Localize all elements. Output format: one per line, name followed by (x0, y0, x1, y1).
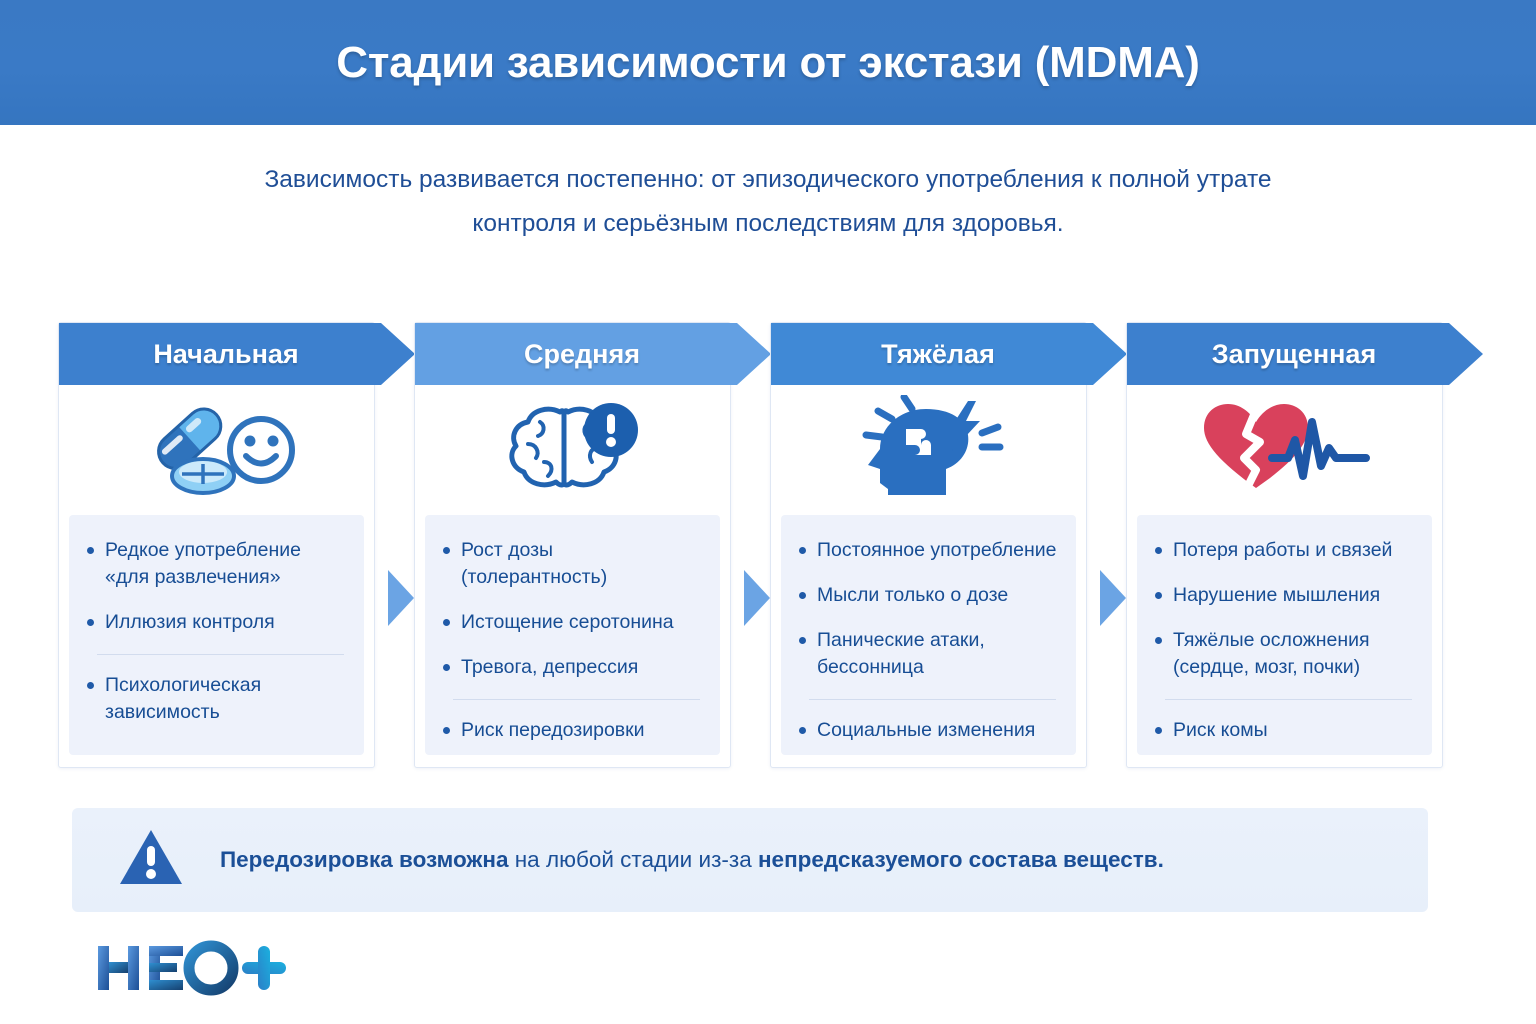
bullet-dot-icon (1155, 592, 1162, 599)
bullet-dot-icon (443, 619, 450, 626)
list-item-label: Рост дозы (толерантность) (461, 539, 608, 588)
list-divider (97, 654, 344, 655)
head-puzzle-lightning-icon (771, 385, 1086, 510)
list-item: Мысли только о дозе (797, 582, 1060, 609)
bullet-dot-icon (1155, 727, 1162, 734)
subtitle-line-1: Зависимость развивается постепенно: от э… (264, 166, 1272, 193)
list-item: Истощение серотонина (441, 609, 704, 636)
list-item-label: Риск комы (1173, 719, 1268, 741)
subtitle-line-2: контроля и серьёзным последствиям для зд… (472, 210, 1064, 237)
stage-label-2: Средняя (524, 338, 640, 369)
bullet-dot-icon (799, 727, 806, 734)
list-item-label: Редкое употребление «для развлечения» (105, 539, 301, 588)
list-item-label: Иллюзия контроля (105, 611, 275, 633)
list-item: Рост дозы (толерантность) (441, 537, 704, 591)
list-item: Редкое употребление «для развлечения» (85, 537, 348, 591)
list-item-label: Нарушение мышления (1173, 584, 1381, 606)
warning-bold-end: непредсказуемого состава веществ. (757, 847, 1164, 872)
stage-label-3: Тяжёлая (881, 338, 995, 369)
list-item-label: Постоянное употребление (817, 539, 1057, 561)
pills-smiley-icon (59, 385, 374, 510)
stage-bullets-1: Редкое употребление «для развлечения» Илл… (69, 515, 364, 755)
stage-header-3: Тяжёлая (771, 323, 1127, 385)
stage-card-4[interactable]: Запущенная Потеря работы и связей Нарушен… (1126, 322, 1483, 768)
list-divider (453, 699, 700, 700)
list-item: Панические атаки, бессонница (797, 627, 1060, 681)
bullet-dot-icon (443, 727, 450, 734)
page-title: Стадии зависимости от экстази (MDMA) (336, 37, 1200, 87)
stage-arrow-1 (388, 570, 414, 626)
bullet-dot-icon (87, 619, 94, 626)
broken-heart-ecg-icon (1127, 385, 1442, 510)
warning-middle: на любой стадии из-за (508, 847, 758, 872)
bullet-dot-icon (799, 637, 806, 644)
warning-bold-start: Передозировка возможна (220, 847, 509, 872)
stage-bullets-4: Потеря работы и связей Нарушение мышления… (1137, 515, 1432, 755)
list-item: Социальные изменения (797, 717, 1060, 744)
warning-text: Передозировка возможна на любой стадии и… (220, 847, 1164, 873)
stage-card-3[interactable]: Тяжёлая Постоянное употребление Мысли тол… (770, 322, 1127, 768)
stages-container: Начальная (58, 322, 1483, 768)
list-item-label: Панические атаки, бессонница (817, 629, 985, 678)
list-item-label: Истощение серотонина (461, 611, 674, 633)
bullet-dot-icon (443, 664, 450, 671)
stage-header-2: Средняя (415, 323, 771, 385)
list-item: Тяжёлые осложнения (сердце, мозг, почки) (1153, 627, 1416, 681)
brain-alert-icon (415, 385, 730, 510)
bullet-dot-icon (1155, 637, 1162, 644)
list-divider (1165, 699, 1412, 700)
neo-plus-logo[interactable] (92, 938, 292, 998)
bullet-dot-icon (1155, 547, 1162, 554)
list-item-label: Тяжёлые осложнения (сердце, мозг, почки) (1173, 629, 1370, 678)
list-item-label: Риск передозировки (461, 719, 645, 741)
stage-card-1[interactable]: Начальная (58, 322, 415, 768)
bullet-dot-icon (87, 682, 94, 689)
list-item-label: Потеря работы и связей (1173, 539, 1393, 561)
list-item-label: Психологическая зависимость (105, 674, 262, 723)
list-divider (809, 699, 1056, 700)
stage-header-4: Запущенная (1127, 323, 1483, 385)
title-banner: Стадии зависимости от экстази (MDMA) (0, 0, 1536, 125)
warning-triangle-icon (118, 828, 184, 893)
list-item: Нарушение мышления (1153, 582, 1416, 609)
bullet-dot-icon (443, 547, 450, 554)
list-item-label: Тревога, депрессия (461, 656, 639, 678)
bullet-dot-icon (87, 547, 94, 554)
list-item-label: Социальные изменения (817, 719, 1036, 741)
stage-header-1: Начальная (59, 323, 415, 385)
list-item: Иллюзия контроля (85, 609, 348, 636)
list-item: Риск комы (1153, 717, 1416, 744)
overdose-warning-banner: Передозировка возможна на любой стадии и… (72, 808, 1428, 912)
list-item: Психологическая зависимость (85, 672, 348, 726)
bullet-dot-icon (799, 547, 806, 554)
list-item: Тревога, депрессия (441, 654, 704, 681)
stage-card-2[interactable]: Средняя Рост дозы (толерантность) Истощен… (414, 322, 771, 768)
stage-arrow-2 (744, 570, 770, 626)
stage-label-4: Запущенная (1211, 338, 1377, 369)
stage-arrow-3 (1100, 570, 1126, 626)
bullet-dot-icon (799, 592, 806, 599)
list-item: Потеря работы и связей (1153, 537, 1416, 564)
subtitle: Зависимость развивается постепенно: от э… (178, 158, 1358, 246)
stage-bullets-2: Рост дозы (толерантность) Истощение серот… (425, 515, 720, 755)
list-item: Постоянное употребление (797, 537, 1060, 564)
stage-label-1: Начальная (153, 338, 299, 369)
stage-bullets-3: Постоянное употребление Мысли только о до… (781, 515, 1076, 755)
list-item-label: Мысли только о дозе (817, 584, 1009, 606)
list-item: Риск передозировки (441, 717, 704, 744)
